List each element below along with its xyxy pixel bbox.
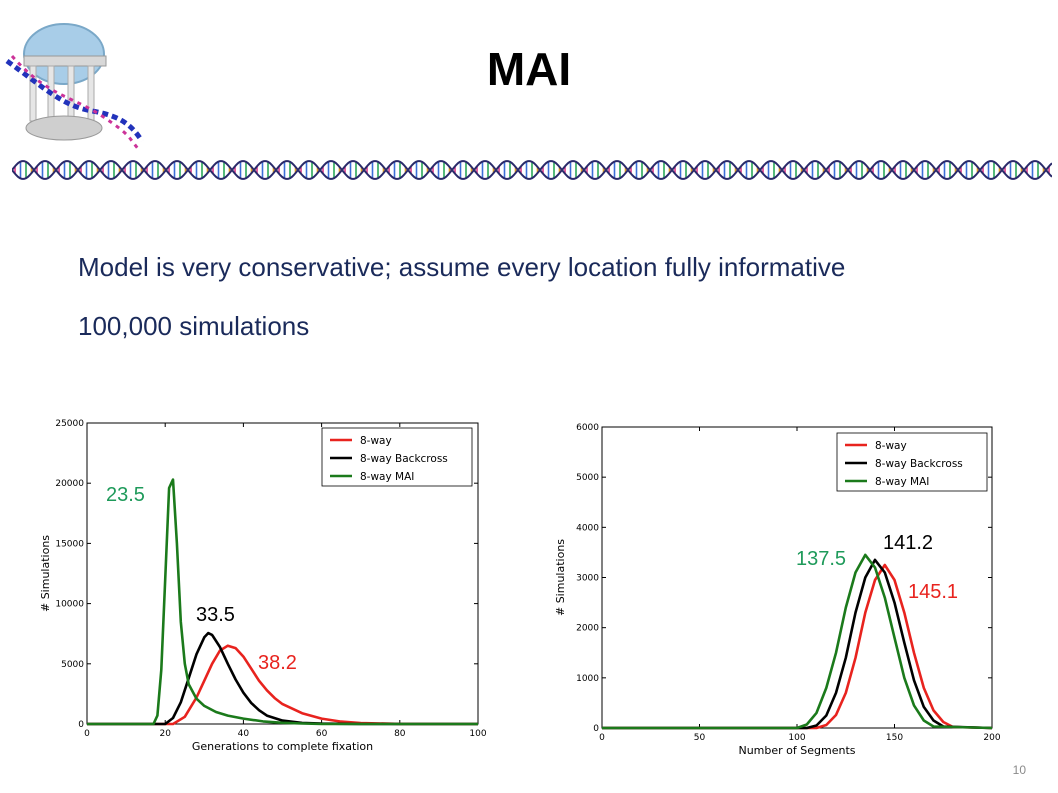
- x-tick-label: 40: [238, 729, 250, 739]
- y-tick-label: 5000: [61, 660, 84, 670]
- y-tick-label: 3000: [576, 574, 599, 584]
- legend-entry: 8-way Backcross: [360, 453, 448, 465]
- y-tick-label: 6000: [576, 423, 599, 433]
- y-tick-label: 2000: [576, 624, 599, 634]
- dna-strand-divider-icon: [12, 160, 1052, 180]
- legend-entry: 8-way: [875, 440, 907, 452]
- x-tick-label: 20: [159, 729, 171, 739]
- legend-entry: 8-way MAI: [360, 471, 414, 483]
- annotation-backcross-mean: 33.5: [196, 604, 235, 626]
- slide-title: MAI: [486, 43, 572, 95]
- chart-generations: 0 20 40 60 80 100 0 5000 10000 15000 20000 25000 Gen…: [39, 419, 487, 753]
- annotation-8way-mean: 38.2: [258, 652, 297, 674]
- annotation-mai-mean: 137.5: [796, 548, 847, 570]
- legend-entry: 8-way: [360, 435, 392, 447]
- x-tick-label: 80: [394, 729, 406, 739]
- y-tick-label: 15000: [55, 539, 84, 549]
- annotation-backcross-mean: 141.2: [883, 532, 934, 554]
- y-tick-label: 20000: [55, 479, 84, 489]
- x-tick-label: 0: [84, 729, 90, 739]
- y-tick-label: 1000: [576, 674, 599, 684]
- x-tick-label: 0: [599, 733, 605, 743]
- y-axis-label: # Simulations: [554, 539, 567, 616]
- series-line-8-way-mai: [602, 553, 993, 730]
- x-tick-label: 100: [788, 733, 805, 743]
- x-tick-label: 200: [983, 733, 1000, 743]
- legend-entry: 8-way Backcross: [875, 458, 963, 470]
- series-line-8-way-backcross: [602, 558, 993, 730]
- y-tick-label: 4000: [576, 523, 599, 533]
- x-tick-label: 60: [316, 729, 328, 739]
- x-axis-label: Generations to complete fixation: [192, 740, 373, 753]
- y-tick-label: 0: [78, 720, 84, 730]
- chart-segments: 0 50 100 150 2000100020003000400050006000Num…: [554, 423, 1001, 757]
- legend-entry: 8-way MAI: [875, 476, 929, 488]
- x-tick-label: 150: [886, 733, 903, 743]
- series-line-8-way: [87, 644, 479, 726]
- annotation-mai-mean: 23.5: [106, 484, 145, 506]
- y-tick-label: 25000: [55, 419, 84, 429]
- series-line-8-way-mai: [87, 478, 478, 726]
- x-tick-label: 100: [469, 729, 486, 739]
- y-tick-label: 0: [593, 724, 599, 734]
- series-line-8-way: [602, 563, 993, 730]
- x-tick-label: 50: [694, 733, 706, 743]
- y-tick-label: 10000: [55, 600, 84, 610]
- x-axis-label: Number of Segments: [738, 744, 855, 757]
- annotation-8way-mean: 145.1: [908, 581, 959, 603]
- y-tick-label: 5000: [576, 473, 599, 483]
- bullet-text: Model is very conservative; assume every…: [78, 252, 846, 282]
- page-number: 10: [1012, 763, 1026, 777]
- old-well-logo-icon: [5, 23, 145, 152]
- bullet-text: 100,000 simulations: [78, 311, 310, 341]
- y-axis-label: # Simulations: [39, 535, 52, 612]
